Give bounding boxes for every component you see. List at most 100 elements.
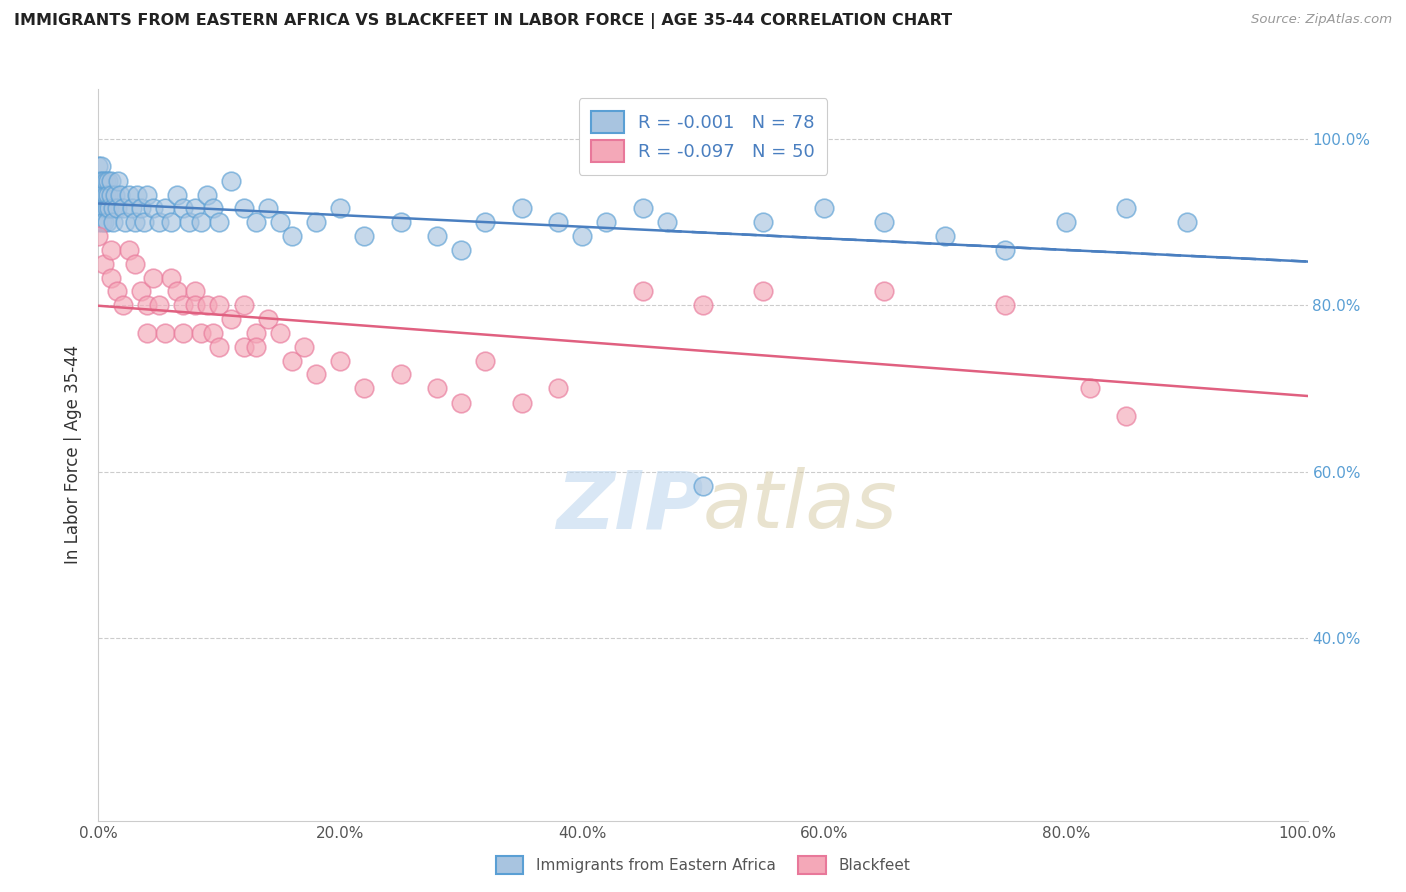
Point — [87, 229, 110, 244]
Point — [1078, 381, 1101, 395]
Point — [190, 215, 212, 229]
Legend: R = -0.001   N = 78, R = -0.097   N = 50: R = -0.001 N = 78, R = -0.097 N = 50 — [578, 98, 828, 175]
Point — [87, 160, 110, 174]
Point — [184, 284, 207, 298]
Point — [87, 187, 110, 202]
Point — [571, 229, 593, 244]
Point — [692, 298, 714, 312]
Point — [450, 243, 472, 257]
Point — [166, 284, 188, 298]
Point — [208, 215, 231, 229]
Point — [100, 243, 122, 257]
Point — [547, 215, 569, 229]
Point — [256, 312, 278, 326]
Point — [98, 201, 121, 215]
Point — [450, 395, 472, 409]
Point — [184, 298, 207, 312]
Text: IMMIGRANTS FROM EASTERN AFRICA VS BLACKFEET IN LABOR FORCE | AGE 35-44 CORRELATI: IMMIGRANTS FROM EASTERN AFRICA VS BLACKF… — [14, 13, 952, 29]
Point — [96, 201, 118, 215]
Point — [127, 187, 149, 202]
Y-axis label: In Labor Force | Age 35-44: In Labor Force | Age 35-44 — [65, 345, 83, 565]
Point — [631, 201, 654, 215]
Point — [160, 271, 183, 285]
Text: atlas: atlas — [703, 467, 898, 545]
Point — [195, 187, 218, 202]
Point — [1054, 215, 1077, 229]
Point — [353, 229, 375, 244]
Point — [426, 229, 449, 244]
Point — [202, 201, 225, 215]
Point — [202, 326, 225, 340]
Point — [100, 174, 122, 188]
Point — [1115, 409, 1137, 423]
Point — [135, 187, 157, 202]
Text: ZIP: ZIP — [555, 467, 703, 545]
Point — [97, 174, 120, 188]
Point — [179, 215, 201, 229]
Point — [91, 201, 114, 215]
Point — [692, 478, 714, 492]
Point — [813, 201, 835, 215]
Point — [160, 215, 183, 229]
Point — [208, 298, 231, 312]
Point — [148, 215, 170, 229]
Point — [474, 215, 496, 229]
Point — [474, 354, 496, 368]
Point — [510, 395, 533, 409]
Point — [118, 243, 141, 257]
Point — [873, 284, 896, 298]
Point — [221, 174, 243, 188]
Point — [153, 201, 176, 215]
Point — [994, 298, 1017, 312]
Point — [87, 174, 110, 188]
Point — [292, 340, 315, 354]
Point — [121, 201, 143, 215]
Point — [93, 257, 115, 271]
Point — [934, 229, 956, 244]
Point — [547, 381, 569, 395]
Point — [101, 201, 124, 215]
Point — [172, 298, 194, 312]
Point — [305, 215, 328, 229]
Point — [256, 201, 278, 215]
Point — [190, 326, 212, 340]
Point — [426, 381, 449, 395]
Point — [153, 326, 176, 340]
Point — [1115, 201, 1137, 215]
Point — [281, 229, 304, 244]
Point — [124, 257, 146, 271]
Point — [595, 215, 617, 229]
Point — [114, 215, 136, 229]
Point — [90, 174, 112, 188]
Point — [389, 368, 412, 382]
Point — [166, 187, 188, 202]
Point — [232, 298, 254, 312]
Point — [269, 326, 291, 340]
Point — [91, 174, 114, 188]
Point — [172, 326, 194, 340]
Point — [142, 201, 165, 215]
Point — [87, 201, 110, 215]
Point — [329, 354, 352, 368]
Point — [353, 381, 375, 395]
Point — [107, 174, 129, 188]
Point — [91, 187, 114, 202]
Point — [108, 187, 131, 202]
Point — [105, 284, 128, 298]
Point — [142, 271, 165, 285]
Point — [281, 354, 304, 368]
Point — [105, 201, 128, 215]
Point — [631, 284, 654, 298]
Point — [118, 187, 141, 202]
Text: Source: ZipAtlas.com: Source: ZipAtlas.com — [1251, 13, 1392, 27]
Point — [129, 284, 152, 298]
Point — [97, 187, 120, 202]
Point — [245, 326, 267, 340]
Point — [100, 271, 122, 285]
Point — [269, 215, 291, 229]
Point — [305, 368, 328, 382]
Point — [208, 340, 231, 354]
Point — [111, 201, 134, 215]
Point — [655, 215, 678, 229]
Point — [96, 215, 118, 229]
